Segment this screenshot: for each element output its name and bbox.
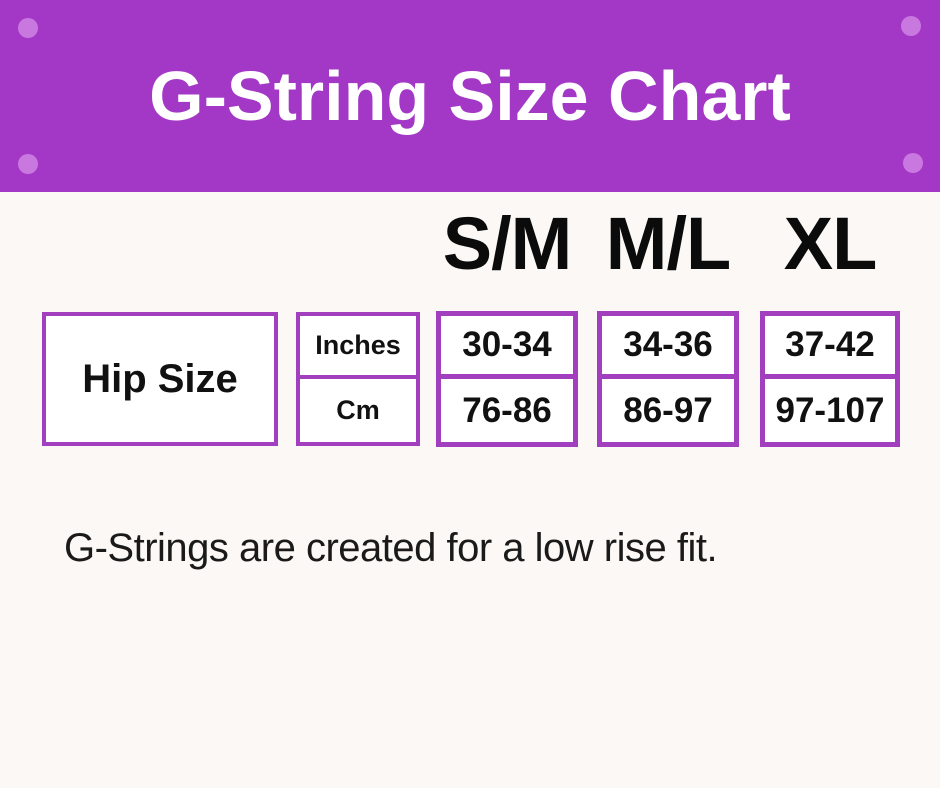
size-column-header-sm: S/M xyxy=(442,202,573,285)
banner: G-String Size Chart xyxy=(0,0,940,192)
value-ml-cm: 86-97 xyxy=(623,390,713,430)
value-sm-inches: 30-34 xyxy=(441,316,573,379)
corner-dot-top-left xyxy=(18,18,38,38)
size-column-header-ml: M/L xyxy=(605,202,731,285)
corner-dot-bottom-left xyxy=(18,154,38,174)
unit-label-cm: Cm xyxy=(336,395,380,425)
size-values-box-sm: 30-34 76-86 xyxy=(436,311,578,447)
value-sm-cm: 76-86 xyxy=(462,390,552,430)
page-title: G-String Size Chart xyxy=(149,57,791,135)
unit-label-inches: Inches xyxy=(300,316,416,379)
hip-size-label: Hip Size xyxy=(82,356,238,401)
unit-labels-box: Inches Cm xyxy=(296,312,420,446)
size-values-box-xl: 37-42 97-107 xyxy=(760,311,900,447)
corner-dot-top-right xyxy=(901,16,921,36)
value-xl-cm: 97-107 xyxy=(775,390,885,430)
value-xl-inches: 37-42 xyxy=(765,316,895,379)
corner-dot-bottom-right xyxy=(903,153,923,173)
size-column-header-xl: XL xyxy=(783,202,878,285)
size-values-box-ml: 34-36 86-97 xyxy=(597,311,739,447)
value-ml-inches: 34-36 xyxy=(602,316,734,379)
note-text: G-Strings are created for a low rise fit… xyxy=(64,526,718,570)
hip-size-label-box: Hip Size xyxy=(42,312,278,446)
